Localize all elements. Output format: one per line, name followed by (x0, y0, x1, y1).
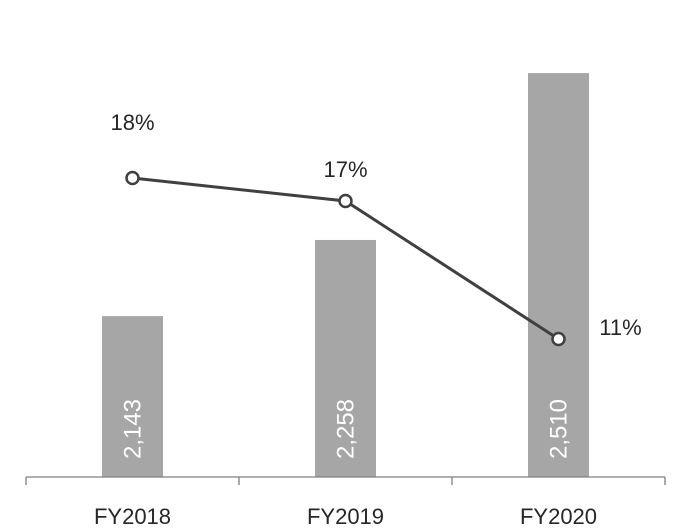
bar-value-label: 2,143 (120, 399, 147, 459)
line-value-label: 18% (110, 110, 154, 135)
x-tick-label-fy2019: FY2019 (307, 504, 384, 529)
line-point-fy2018 (125, 170, 140, 186)
labels-layer: 2,143 2,258 2,510 18% 17% 11% (110, 110, 641, 459)
line-point-fy2019 (338, 193, 353, 209)
line-point-fy2020 (551, 331, 566, 347)
bar-fy2018 (102, 316, 163, 477)
line-value-label: 17% (323, 157, 367, 182)
x-tick-label-fy2020: FY2020 (520, 504, 597, 529)
bar-fy2019 (315, 239, 376, 477)
bar-value-label: 2,258 (333, 399, 360, 459)
bar-fy2020 (528, 73, 589, 477)
line-layer (125, 170, 566, 347)
bar-value-label: 2,510 (546, 399, 573, 459)
line-value-label: 11% (599, 315, 641, 340)
bars-layer (102, 73, 589, 477)
x-tick-label-fy2018: FY2018 (94, 504, 171, 529)
x-axis: FY2018 FY2019 FY2020 (25, 476, 666, 529)
